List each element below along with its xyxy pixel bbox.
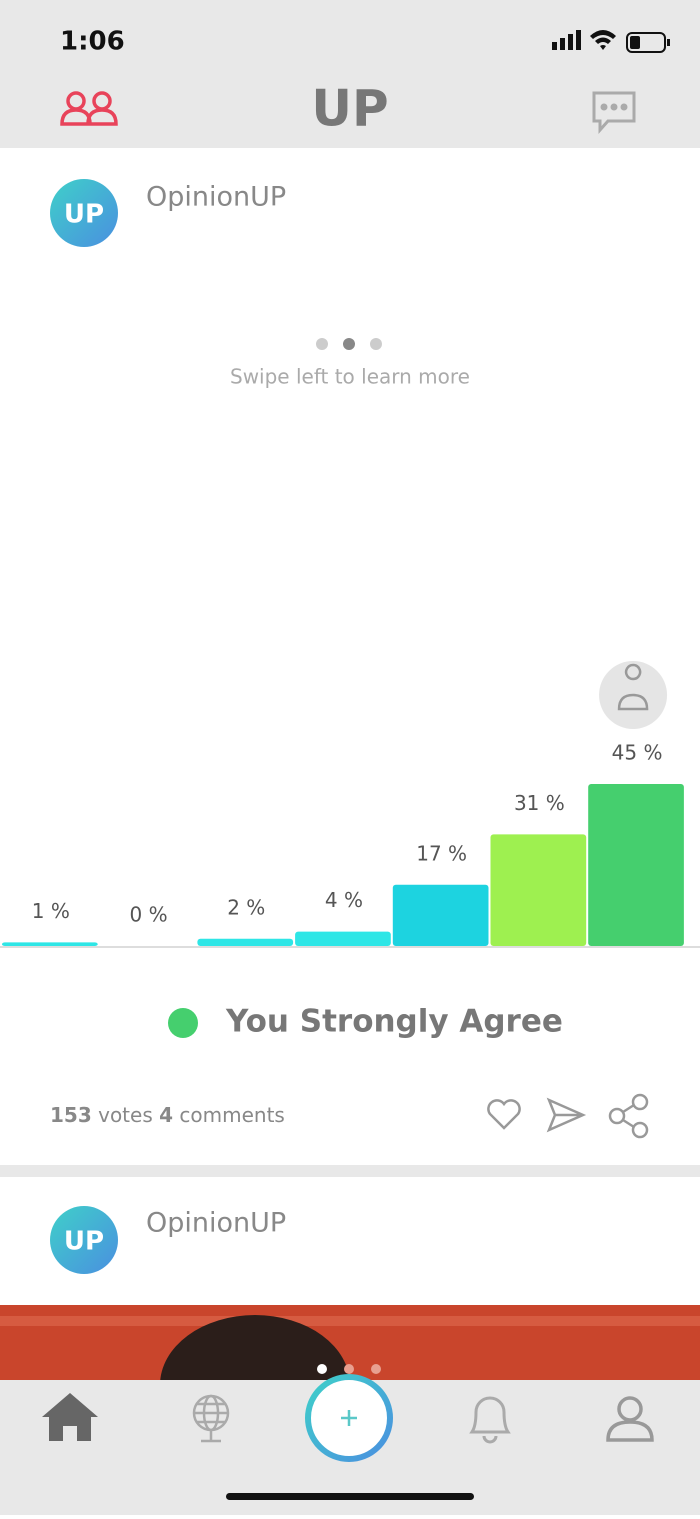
friends-icon[interactable] xyxy=(60,91,118,126)
votes-label: votes xyxy=(98,1103,153,1127)
like-button[interactable] xyxy=(487,1099,521,1130)
home-indicator xyxy=(226,1493,474,1500)
result-text: You Strongly Agree xyxy=(225,1004,563,1040)
vote-bar xyxy=(2,942,98,946)
plus-icon xyxy=(341,1410,357,1426)
avatar[interactable] xyxy=(50,179,118,247)
vote-percent: 4 % xyxy=(325,888,363,912)
notifications-tab[interactable] xyxy=(469,1396,511,1444)
author-name[interactable]: OpinionUP xyxy=(146,182,286,213)
share-button[interactable] xyxy=(608,1093,649,1139)
vote-bar xyxy=(392,884,489,946)
page-dot xyxy=(343,338,355,350)
vote-bar xyxy=(197,938,294,946)
swipe-hint: Swipe left to learn more xyxy=(230,365,470,389)
vote-percent: 45 % xyxy=(612,741,663,765)
vote-bar xyxy=(295,931,391,946)
vote-percent: 1 % xyxy=(32,899,70,923)
post-card xyxy=(0,148,700,1165)
vote-percent: 0 % xyxy=(130,903,168,927)
home-tab[interactable] xyxy=(42,1393,98,1441)
page-dot xyxy=(316,338,328,350)
voter-icon xyxy=(617,663,649,711)
explore-tab[interactable] xyxy=(192,1394,230,1443)
vote-percent: 31 % xyxy=(514,791,565,815)
status-time: 1:06 xyxy=(60,27,125,57)
messages-icon[interactable] xyxy=(592,91,636,134)
app-logo: UP xyxy=(311,80,388,138)
profile-tab[interactable] xyxy=(606,1396,654,1442)
vote-bar xyxy=(490,834,587,946)
author-name[interactable]: OpinionUP xyxy=(146,1208,286,1239)
vote-chart: 1 % 0 % 2 % 4 % 17 % 31 % 45 % xyxy=(2,661,684,946)
comments-count: 4 xyxy=(159,1103,173,1127)
vote-percent: 17 % xyxy=(416,841,467,865)
status-icons xyxy=(552,30,670,53)
avatar-text: UP xyxy=(64,200,104,230)
avatar[interactable] xyxy=(50,1206,118,1274)
comments-label[interactable]: comments xyxy=(179,1103,284,1127)
vote-bar xyxy=(588,784,684,946)
avatar-text: UP xyxy=(64,1227,104,1257)
votes-count: 153 xyxy=(50,1103,92,1127)
page-dot xyxy=(370,338,382,350)
result-dot xyxy=(168,1008,198,1038)
vote-percent: 2 % xyxy=(227,895,265,919)
vote-summary: 153 votes 4 comments xyxy=(50,1103,285,1127)
send-button[interactable] xyxy=(546,1097,587,1133)
